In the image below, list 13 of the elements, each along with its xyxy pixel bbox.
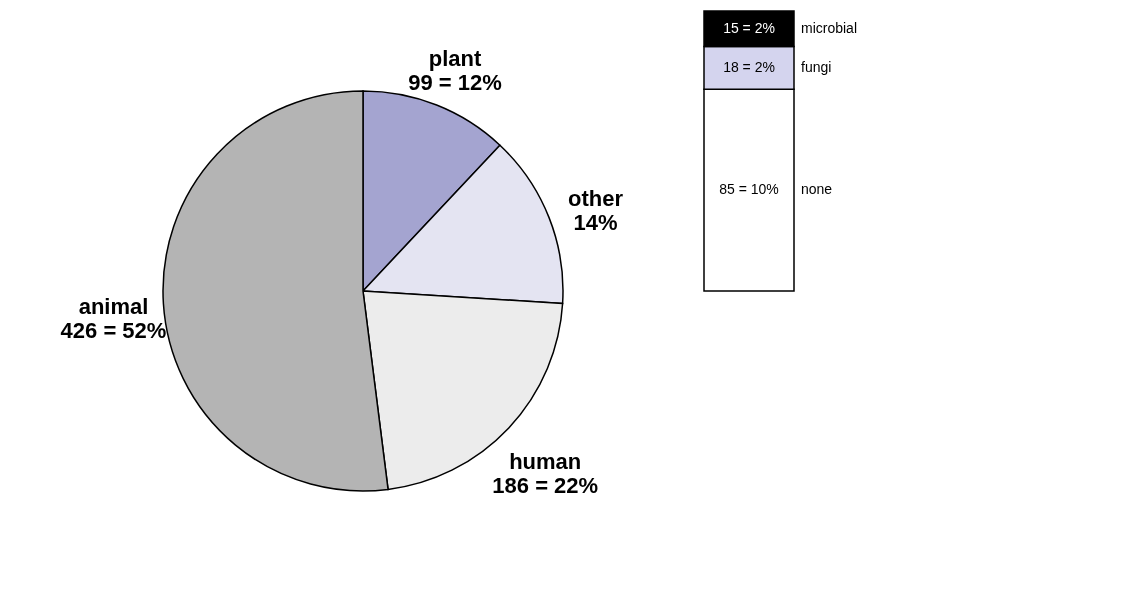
- slice-label: other: [567, 185, 624, 211]
- series-label: none: [801, 181, 833, 198]
- series-label: fungi: [801, 58, 832, 75]
- data-label: 14%: [573, 209, 618, 235]
- series-label: microbial: [801, 19, 858, 36]
- slice-label: human: [509, 449, 582, 475]
- data-label: 15 = 2%: [723, 19, 775, 36]
- data-label: 426 = 52%: [60, 317, 167, 343]
- slice-label: animal: [78, 293, 149, 319]
- data-label: 18 = 2%: [723, 58, 775, 75]
- data-label: 186 = 22%: [492, 473, 599, 499]
- slice-label: plant: [428, 45, 482, 71]
- data-label: 85 = 10%: [719, 181, 779, 198]
